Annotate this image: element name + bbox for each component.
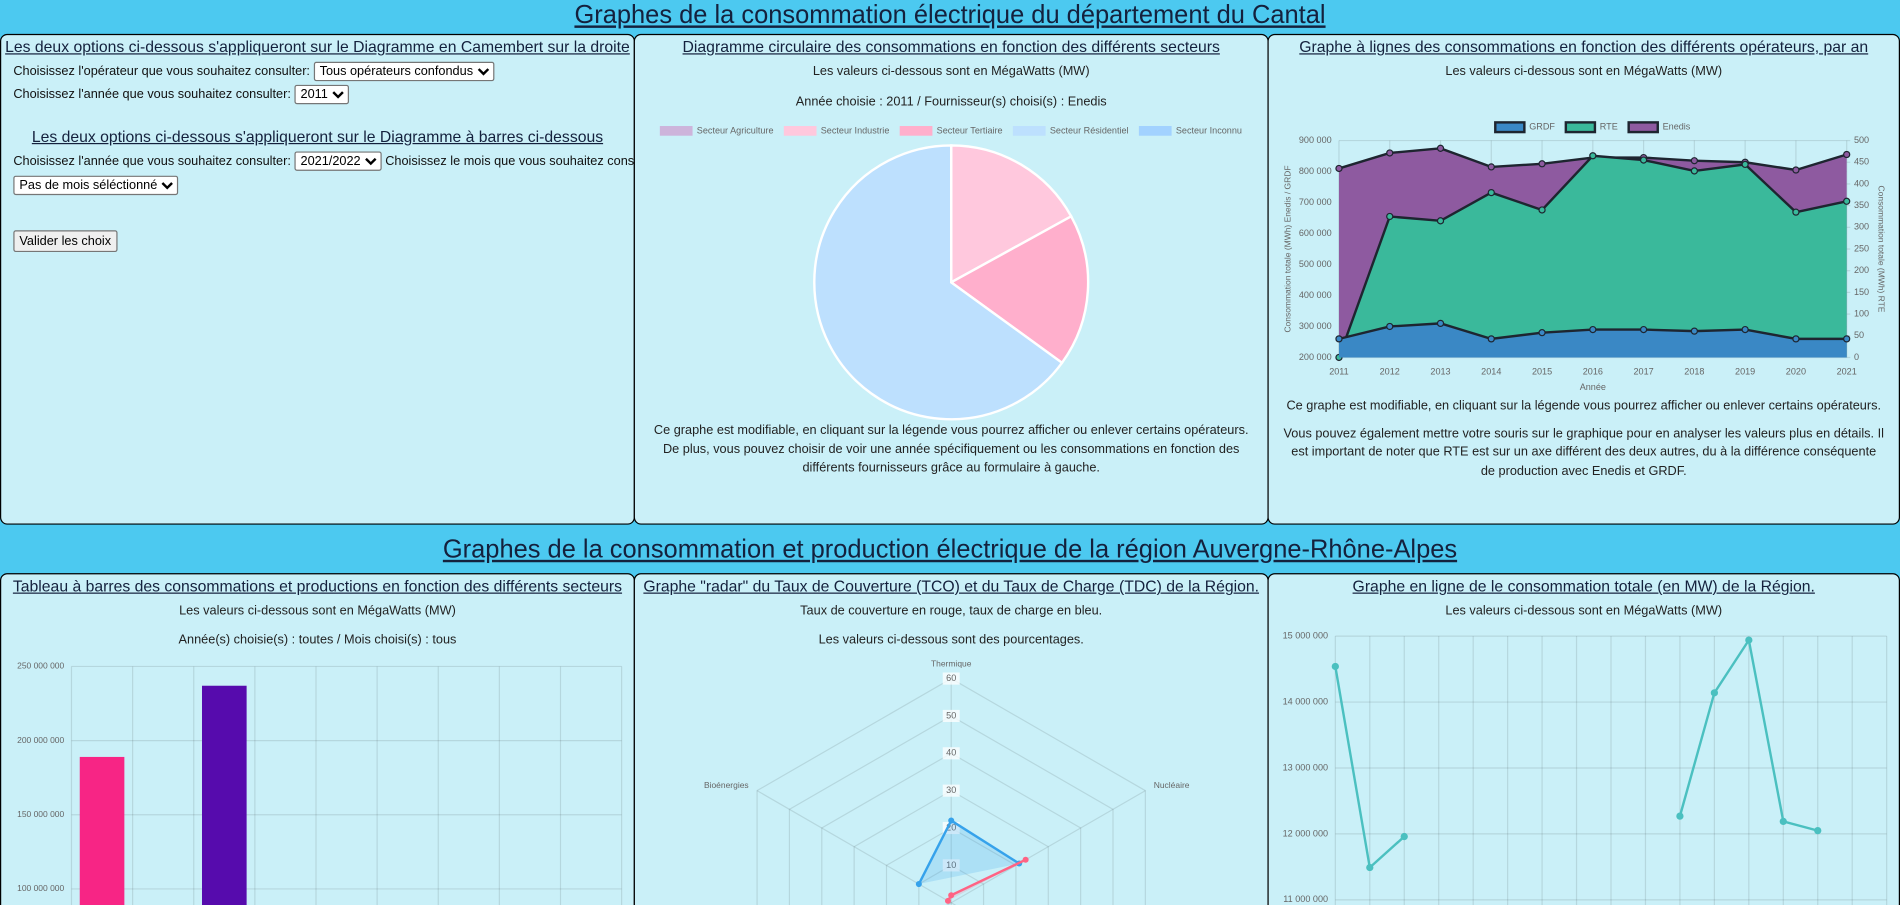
form-row: Choisissez l'opérateur que vous souhaite… (13, 62, 495, 83)
form-title: Les deux options ci-dessous s'appliquero… (5, 37, 630, 56)
bar-panel: Tableau à barres des consommations et pr… (0, 573, 635, 905)
chart-subtitle: Les valeurs ci-dessous sont des pourcent… (818, 632, 1084, 648)
chart-title: Graphe en ligne de le consommation total… (1352, 576, 1815, 595)
field-label: Choisissez l'année que vous souhaitez co… (13, 153, 291, 169)
bar-year-select[interactable]: 2021/2022 (294, 151, 382, 172)
section-title: Graphes de la consommation électrique du… (574, 1, 1326, 30)
chart-title: Graphe à lignes des consommations en fon… (1299, 37, 1869, 56)
field-label: Choisissez l'année que vous souhaitez co… (13, 87, 291, 102)
section-title: Graphes de la consommation et production… (442, 535, 1458, 564)
line-panel: Graphe en ligne de le consommation total… (1267, 573, 1900, 905)
form-row: Choisissez l'année que vous souhaitez co… (13, 151, 635, 172)
form-row: Choisissez l'année que vous souhaitez co… (13, 85, 349, 106)
chart-title: Diagramme circulaire des consommations e… (682, 37, 1220, 56)
chart-subtitle: Année choisie : 2011 / Fournisseur(s) ch… (795, 94, 1107, 110)
line-panel: Graphe à lignes des consommations en fon… (1267, 33, 1900, 525)
chart-subtitle: Les valeurs ci-dessous sont en MégaWatts… (812, 64, 1090, 79)
chart-subtitle: Les valeurs ci-dessous sont en MégaWatts… (1445, 603, 1723, 618)
month-select[interactable]: Pas de mois séléctionné (13, 175, 179, 196)
note: Vous pouvez également mettre votre souri… (1283, 425, 1884, 479)
radar-panel: Graphe "radar" du Taux de Couverture (TC… (633, 573, 1269, 905)
note: Ce graphe est modifiable, en cliquant su… (653, 422, 1249, 476)
chart-subtitle: Les valeurs ci-dessous sont en MégaWatts… (1445, 64, 1723, 79)
chart-subtitle: Taux de couverture en rouge, taux de cha… (800, 603, 1103, 618)
form-panel: Les deux options ci-dessous s'appliquero… (0, 33, 635, 525)
chart-subtitle: Les valeurs ci-dessous sont en MégaWatts… (179, 603, 456, 618)
submit-button[interactable]: Valider les choix (13, 230, 118, 253)
note: Ce graphe est modifiable, en cliquant su… (1286, 398, 1882, 414)
chart-title: Graphe "radar" du Taux de Couverture (TC… (643, 576, 1260, 595)
form-title: Les deux options ci-dessous s'appliquero… (31, 127, 604, 146)
form-row: Valider les choix (13, 230, 118, 253)
operator-select[interactable]: Tous opérateurs confondus (313, 62, 495, 82)
form-row: Pas de mois séléctionné (13, 175, 179, 197)
year-select[interactable]: 2011 (294, 85, 349, 105)
chart-notes: Ce graphe est modifiable, en cliquant su… (1283, 397, 1884, 489)
chart-title: Tableau à barres des consommations et pr… (12, 576, 623, 595)
chart-notes: Ce graphe est modifiable, en cliquant su… (649, 422, 1252, 487)
chart-subtitle: Année(s) choisie(s) : toutes / Mois choi… (178, 632, 457, 648)
pie-panel: Diagramme circulaire des consommations e… (633, 33, 1269, 525)
field-label: Choisissez le mois que vous souhaitez co… (385, 153, 635, 169)
field-label: Choisissez l'opérateur que vous souhaite… (13, 64, 310, 79)
